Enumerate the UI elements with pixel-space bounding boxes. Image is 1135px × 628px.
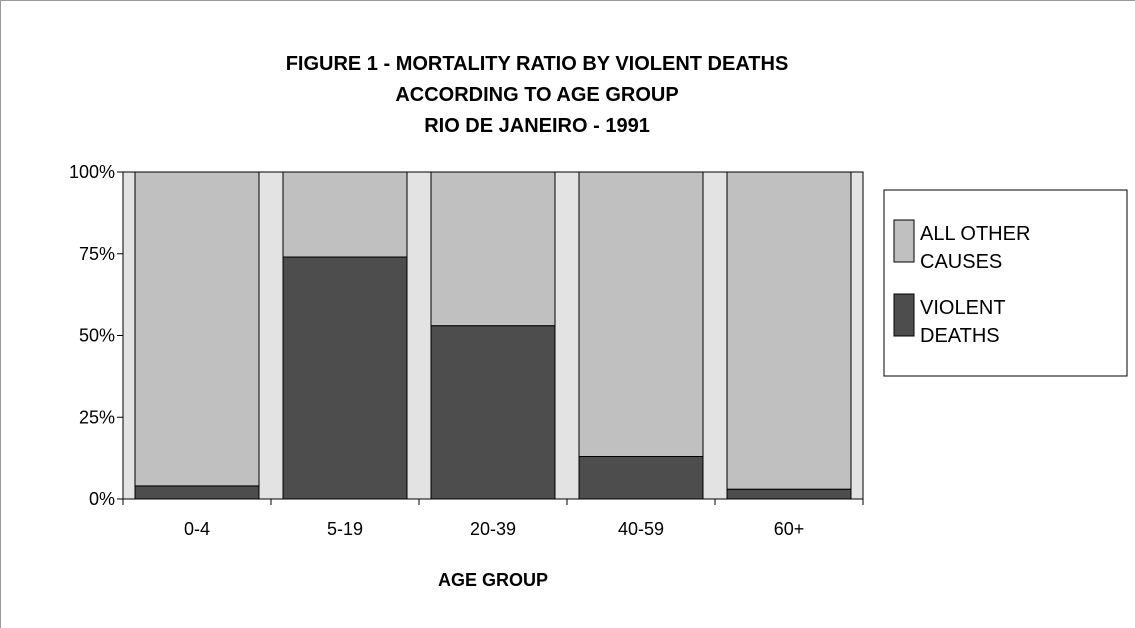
bar-all-other-causes-5-19 (282, 171, 408, 258)
bar-violent-deaths-40-59 (578, 455, 704, 500)
axes: 0% 25% 50% 75% 100% 0-4 5-19 20-39 40-59 60+ (69, 162, 864, 539)
legend-label: VIOLENT (920, 297, 1006, 319)
legend-swatch-violent-deaths (893, 293, 915, 337)
bar-violent-deaths-5-19 (282, 256, 408, 500)
y-tick-label: 75% (79, 244, 115, 264)
x-axis-label: AGE GROUP (438, 570, 548, 590)
legend: ALL OTHER CAUSES VIOLENT DEATHS (883, 189, 1128, 377)
y-tick-label: 0% (89, 489, 115, 509)
bar-violent-deaths-0-4 (134, 485, 260, 500)
x-tick-label: 0-4 (184, 519, 210, 539)
x-tick-label: 5-19 (327, 519, 363, 539)
bar-all-other-causes-0-4 (134, 171, 260, 487)
bars (134, 171, 852, 500)
bar-all-other-causes-20-39 (430, 171, 556, 327)
y-tick-label: 50% (79, 326, 115, 346)
bar-all-other-causes-60+ (726, 171, 852, 490)
legend-box (883, 189, 1128, 377)
bar-all-other-causes-40-59 (578, 171, 704, 457)
x-tick-label: 20-39 (470, 519, 516, 539)
chart-title-line-1: FIGURE 1 - MORTALITY RATIO BY VIOLENT DE… (286, 53, 789, 75)
x-tick-label: 40-59 (618, 519, 664, 539)
y-tick-label: 25% (79, 407, 115, 427)
legend-label: DEATHS (920, 325, 1000, 347)
legend-swatch-all-other-causes (893, 219, 915, 263)
bar-violent-deaths-60+ (726, 488, 852, 500)
chart-title-line-2: ACCORDING TO AGE GROUP (395, 84, 678, 106)
legend-label: CAUSES (920, 251, 1002, 273)
chart-title: FIGURE 1 - MORTALITY RATIO BY VIOLENT DE… (286, 53, 789, 137)
chart-title-line-3: RIO DE JANEIRO - 1991 (424, 115, 650, 137)
bar-violent-deaths-20-39 (430, 325, 556, 500)
y-tick-label: 100% (69, 162, 115, 182)
legend-label: ALL OTHER (920, 223, 1030, 245)
x-tick-label: 60+ (774, 519, 805, 539)
